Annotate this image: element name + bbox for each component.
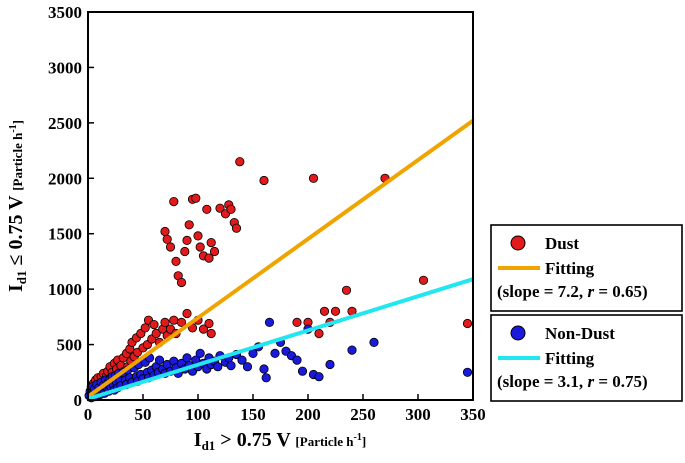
data-point (325, 359, 335, 370)
data-point (198, 324, 209, 334)
data-point (193, 231, 203, 241)
data-point (180, 246, 190, 257)
data-point (213, 362, 223, 372)
data-point (314, 328, 324, 339)
data-point (462, 367, 473, 377)
points-layer (84, 157, 473, 403)
legend-nondust-stats: (slope = 3.1, r = 0.75) (497, 372, 648, 391)
data-point (191, 193, 201, 203)
legend-nondust-fit-label: Fitting (545, 349, 595, 368)
fit-line-nondust (87, 277, 474, 401)
data-point (270, 348, 280, 358)
data-point (215, 203, 225, 213)
data-point (151, 328, 161, 339)
data-point (418, 275, 429, 285)
legend-dust-stats: (slope = 7.2, r = 0.65) (497, 282, 648, 301)
legend-dust-fit-label: Fitting (545, 259, 595, 278)
y-tick-label: 2000 (48, 169, 82, 188)
y-tick-label: 500 (57, 336, 83, 355)
x-tick-label: 100 (185, 405, 211, 424)
data-point (165, 242, 176, 252)
data-point (261, 373, 271, 383)
y-tick-label: 3500 (48, 3, 82, 22)
data-point (182, 353, 192, 363)
data-point (176, 277, 187, 288)
data-point (182, 235, 192, 245)
data-point (314, 372, 324, 382)
legend-dust-marker (510, 235, 526, 251)
data-point (237, 355, 247, 365)
x-axis-label: Id1 > 0.75 V [Particle h-1] (194, 429, 366, 453)
data-point (319, 306, 330, 316)
data-point (162, 234, 172, 244)
legend-dust-label: Dust (545, 234, 579, 253)
data-point (231, 223, 242, 233)
x-tick-label: 50 (135, 405, 152, 424)
data-point (297, 366, 308, 376)
x-tick-label: 150 (240, 405, 266, 424)
fit-line-dust (86, 119, 475, 399)
data-point (140, 323, 150, 333)
fit-lines (86, 119, 475, 401)
legend-dust: Dust Fitting (slope = 7.2, r = 0.65) (490, 224, 683, 312)
data-point (171, 256, 181, 266)
data-point (242, 362, 253, 372)
data-point (202, 204, 212, 214)
axis-ticks: 0 50 100 150 200 250 300 3500500100015002000250… (48, 3, 486, 424)
data-point (341, 285, 352, 295)
data-point (292, 355, 302, 365)
data-point (149, 319, 159, 330)
data-point (330, 306, 341, 316)
y-tick-label: 3000 (48, 58, 82, 77)
data-point (195, 348, 205, 358)
data-point (462, 318, 473, 329)
data-point (226, 360, 236, 371)
data-point (235, 157, 245, 167)
data-point (204, 318, 214, 329)
data-point (206, 328, 216, 339)
y-tick-label: 1500 (48, 225, 82, 244)
data-point (176, 317, 187, 327)
data-point (160, 226, 170, 237)
data-point (206, 238, 216, 248)
data-point (160, 317, 170, 327)
x-tick-label: 350 (460, 405, 486, 424)
data-point (182, 308, 192, 319)
legend-nondust: Non-Dust Fitting (slope = 3.1, r = 0.75) (490, 314, 683, 402)
legend-nondust-label: Non-Dust (545, 324, 615, 343)
y-tick-label: 1000 (48, 280, 82, 299)
data-point (209, 246, 220, 257)
data-point (264, 317, 275, 327)
data-point (184, 220, 194, 230)
y-tick-label: 0 (74, 391, 83, 410)
x-tick-label: 200 (295, 405, 321, 424)
y-tick-label: 2500 (48, 114, 82, 133)
data-point (369, 337, 379, 347)
plot-frame (87, 11, 474, 401)
data-point (204, 253, 214, 263)
data-point (169, 197, 179, 207)
legend-nondust-marker (510, 325, 526, 341)
x-tick-label: 300 (405, 405, 431, 424)
y-axis-label: Id1 ≤ 0.75 V [Particle h-1] (5, 120, 29, 292)
data-point (308, 173, 319, 183)
data-point (195, 242, 205, 252)
data-point (154, 355, 165, 365)
data-point (259, 364, 269, 374)
x-tick-label: 250 (350, 405, 376, 424)
data-point (226, 204, 236, 214)
x-tick-label: 0 (84, 405, 93, 424)
data-point (292, 317, 302, 327)
data-point (259, 175, 269, 186)
data-point (169, 315, 179, 325)
data-point (347, 345, 357, 355)
